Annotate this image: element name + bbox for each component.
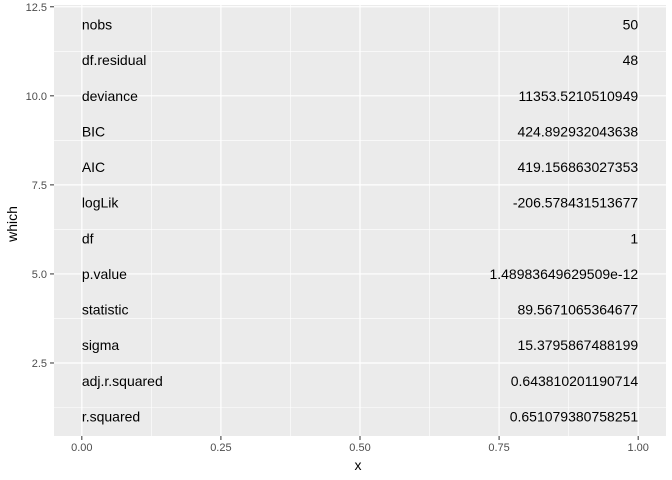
x-tick-label: 0.75 [488,442,509,454]
row-value-label: 15.3795867488199 [517,337,638,353]
y-axis-title: which [4,206,20,243]
major-gridlines [54,5,666,436]
row-value-label: -206.578431513677 [513,195,639,211]
y-tick-label: 12.5 [26,2,47,14]
row-name-label: r.squared [82,408,140,424]
x-axis-title: x [355,457,362,473]
row-name-label: p.value [82,266,127,282]
y-tick-label: 10.0 [26,91,47,103]
row-name-label: logLik [82,195,120,211]
row-name-label: df [82,230,94,246]
row-name-label: sigma [82,337,120,353]
row-name-label: deviance [82,88,138,104]
x-tick-label: 0.50 [349,442,370,454]
row-value-label: 419.156863027353 [517,159,638,175]
row-name-label: statistic [82,302,129,318]
row-value-label: 89.5671065364677 [517,302,638,318]
row-name-label: df.residual [82,52,147,68]
y-axis: 2.5 5.0 7.5 10.0 12.5 [26,2,54,370]
row-value-label: 1.48983649629509e-12 [489,266,638,282]
x-tick-label: 0.25 [210,442,231,454]
row-value-label: 48 [623,52,639,68]
row-value-label: 1 [630,230,638,246]
row-value-label: 50 [623,17,639,33]
x-axis: 0.00 0.25 0.50 0.75 1.00 [71,436,649,454]
table-cells: nobs 50 df.residual 48 deviance 11353.5210510… [82,17,639,425]
row-value-label: 0.643810201190714 [511,373,639,389]
row-value-label: 11353.5210510949 [519,88,639,104]
x-tick-label: 0.00 [71,442,92,454]
row-name-label: adj.r.squared [82,373,163,389]
row-value-label: 0.651079380758251 [510,408,639,424]
y-tick-label: 7.5 [32,180,47,192]
row-name-label: BIC [82,123,105,139]
row-name-label: nobs [82,17,112,33]
y-tick-label: 2.5 [32,358,47,370]
row-name-label: AIC [82,159,105,175]
row-value-label: 424.892932043638 [517,123,638,139]
x-tick-label: 1.00 [627,442,648,454]
y-tick-label: 5.0 [32,269,47,281]
